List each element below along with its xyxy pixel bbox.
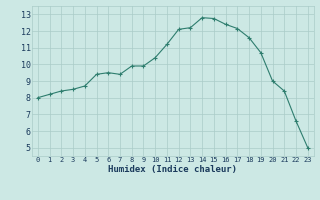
X-axis label: Humidex (Indice chaleur): Humidex (Indice chaleur): [108, 165, 237, 174]
